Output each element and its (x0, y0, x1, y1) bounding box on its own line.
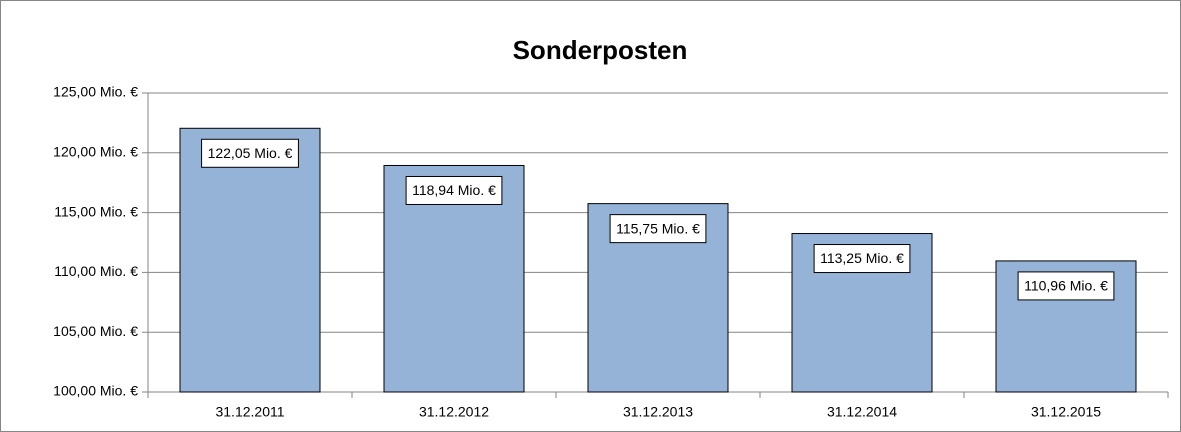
data-label: 110,96 Mio. € (1024, 278, 1108, 294)
data-label-box (1017, 271, 1115, 301)
data-label-box (405, 175, 503, 205)
data-label-box (813, 244, 911, 274)
y-tick-label: 125,00 Mio. € (53, 84, 138, 100)
chart-title: Sonderposten (513, 35, 688, 65)
y-tick-label: 100,00 Mio. € (53, 383, 138, 399)
y-tick-label: 115,00 Mio. € (54, 203, 138, 219)
x-tick-label: 31.12.2015 (1031, 404, 1101, 420)
x-tick-label: 31.12.2011 (215, 404, 284, 420)
data-label-box (201, 138, 299, 168)
data-label: 122,05 Mio. € (208, 145, 293, 161)
bar (179, 127, 321, 393)
y-tick-label: 110,00 Mio. € (54, 263, 138, 279)
x-tick-label: 31.12.2014 (827, 404, 897, 420)
data-label: 113,25 Mio. € (820, 250, 904, 266)
data-label-box (609, 214, 707, 244)
data-label: 118,94 Mio. € (412, 182, 496, 198)
x-tick-label: 31.12.2012 (419, 404, 489, 420)
y-tick-label: 105,00 Mio. € (53, 323, 138, 339)
y-tick-label: 120,00 Mio. € (53, 144, 138, 160)
data-label: 115,75 Mio. € (616, 220, 700, 236)
x-tick-label: 31.12.2013 (623, 404, 693, 420)
